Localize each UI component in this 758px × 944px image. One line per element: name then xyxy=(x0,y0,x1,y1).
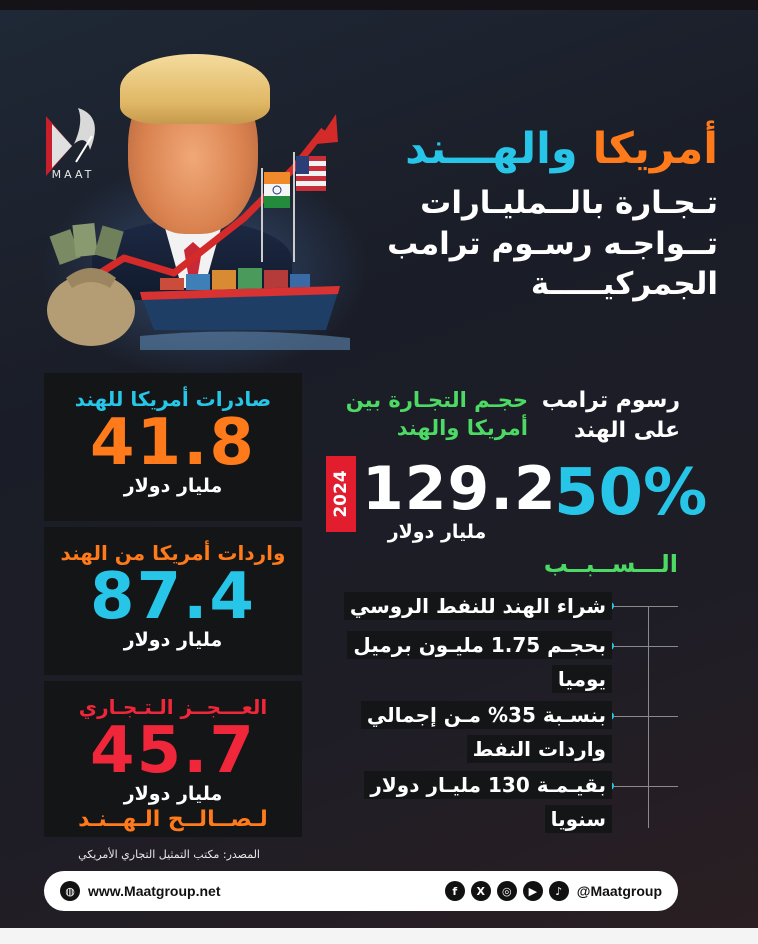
exports-unit: مليار دولار xyxy=(123,475,223,497)
social-handle[interactable]: @Maatgroup xyxy=(576,883,662,899)
imports-label: واردات أمريكا من الهند xyxy=(60,541,286,565)
reason-item: شراء الهند للنفط الروسي xyxy=(316,589,612,623)
website-link[interactable]: ◍ www.Maatgroup.net xyxy=(60,871,220,911)
deficit-label: العـــجــز الـتـجـاري xyxy=(78,695,268,719)
infographic: MAAT أمريكا والهـــند تـجـارة بالــمليـا… xyxy=(0,10,758,928)
maat-logo-icon xyxy=(46,108,95,176)
timeline-line xyxy=(648,606,649,828)
imports-value: 87.4 xyxy=(90,560,256,634)
website-text: www.Maatgroup.net xyxy=(88,883,221,899)
footer-bar: ◍ www.Maatgroup.net f X ◎ ▶ ♪ @Maatgroup xyxy=(44,871,678,911)
imports-unit: مليار دولار xyxy=(123,629,223,651)
subtitle-line-1: تـجـارة بالــمليـارات xyxy=(420,185,718,222)
exports-value: 41.8 xyxy=(90,406,256,480)
imports-panel: واردات أمريكا من الهند 87.4 مليار دولار xyxy=(44,527,302,675)
subtitle-line-2: تــواجـه رسـوم ترامب xyxy=(387,225,718,262)
headline: أمريكا والهـــند تـجـارة بالــمليـارات ت… xyxy=(358,124,718,304)
deficit-note: لـصــالــح الـهــنـد xyxy=(78,807,268,832)
trade-volume-label: حجـم التجـارة بين أمريكا والهند xyxy=(345,388,528,441)
page-title: أمريكا والهـــند xyxy=(405,124,718,174)
deficit-unit: مليار دولار xyxy=(123,783,223,805)
x-icon[interactable]: X xyxy=(470,881,491,901)
exports-panel: صادرات أمريكا للهند 41.8 مليار دولار xyxy=(44,373,302,521)
exports-label: صادرات أمريكا للهند xyxy=(74,387,272,411)
trade-volume-unit: مليار دولار xyxy=(387,521,487,543)
source-note: المصدر: مكتب التمثيل التجاري الأمريكي xyxy=(78,848,260,861)
subtitle-line-3: الجمركيـــــة xyxy=(530,265,718,302)
globe-icon: ◍ xyxy=(60,881,80,901)
facebook-icon[interactable]: f xyxy=(444,881,465,901)
logo-text: MAAT xyxy=(51,168,95,181)
trade-volume-value: 129.2 xyxy=(362,454,557,524)
deficit-panel: العـــجــز الـتـجـاري 45.7 مليار دولار ل… xyxy=(44,681,302,837)
hero-illustration xyxy=(0,10,370,380)
reason-item: بحجـم 1.75 مليـون برميل يوميا xyxy=(316,628,612,696)
flags-icon xyxy=(261,152,326,262)
tiktok-icon[interactable]: ♪ xyxy=(548,881,569,901)
tariff-label: رسوم ترامب على الهند xyxy=(541,388,680,443)
tariff-value: 50% xyxy=(554,456,708,530)
year-badge: 2024 xyxy=(326,456,356,532)
reason-item: بنسـبة 35% مـن إجمالي واردات النفط xyxy=(316,698,612,766)
cargo-ship-icon xyxy=(140,268,350,350)
deficit-value: 45.7 xyxy=(90,714,256,788)
bottom-strip xyxy=(0,928,758,944)
money-bag-icon xyxy=(47,222,135,346)
social-links: f X ◎ ▶ ♪ @Maatgroup xyxy=(444,871,662,911)
youtube-icon[interactable]: ▶ xyxy=(522,881,543,901)
instagram-icon[interactable]: ◎ xyxy=(496,881,517,901)
reason-item: بقيـمـة 130 مليـار دولار سنويا xyxy=(316,768,612,836)
reasons-title: الـــســبــب xyxy=(543,550,678,578)
